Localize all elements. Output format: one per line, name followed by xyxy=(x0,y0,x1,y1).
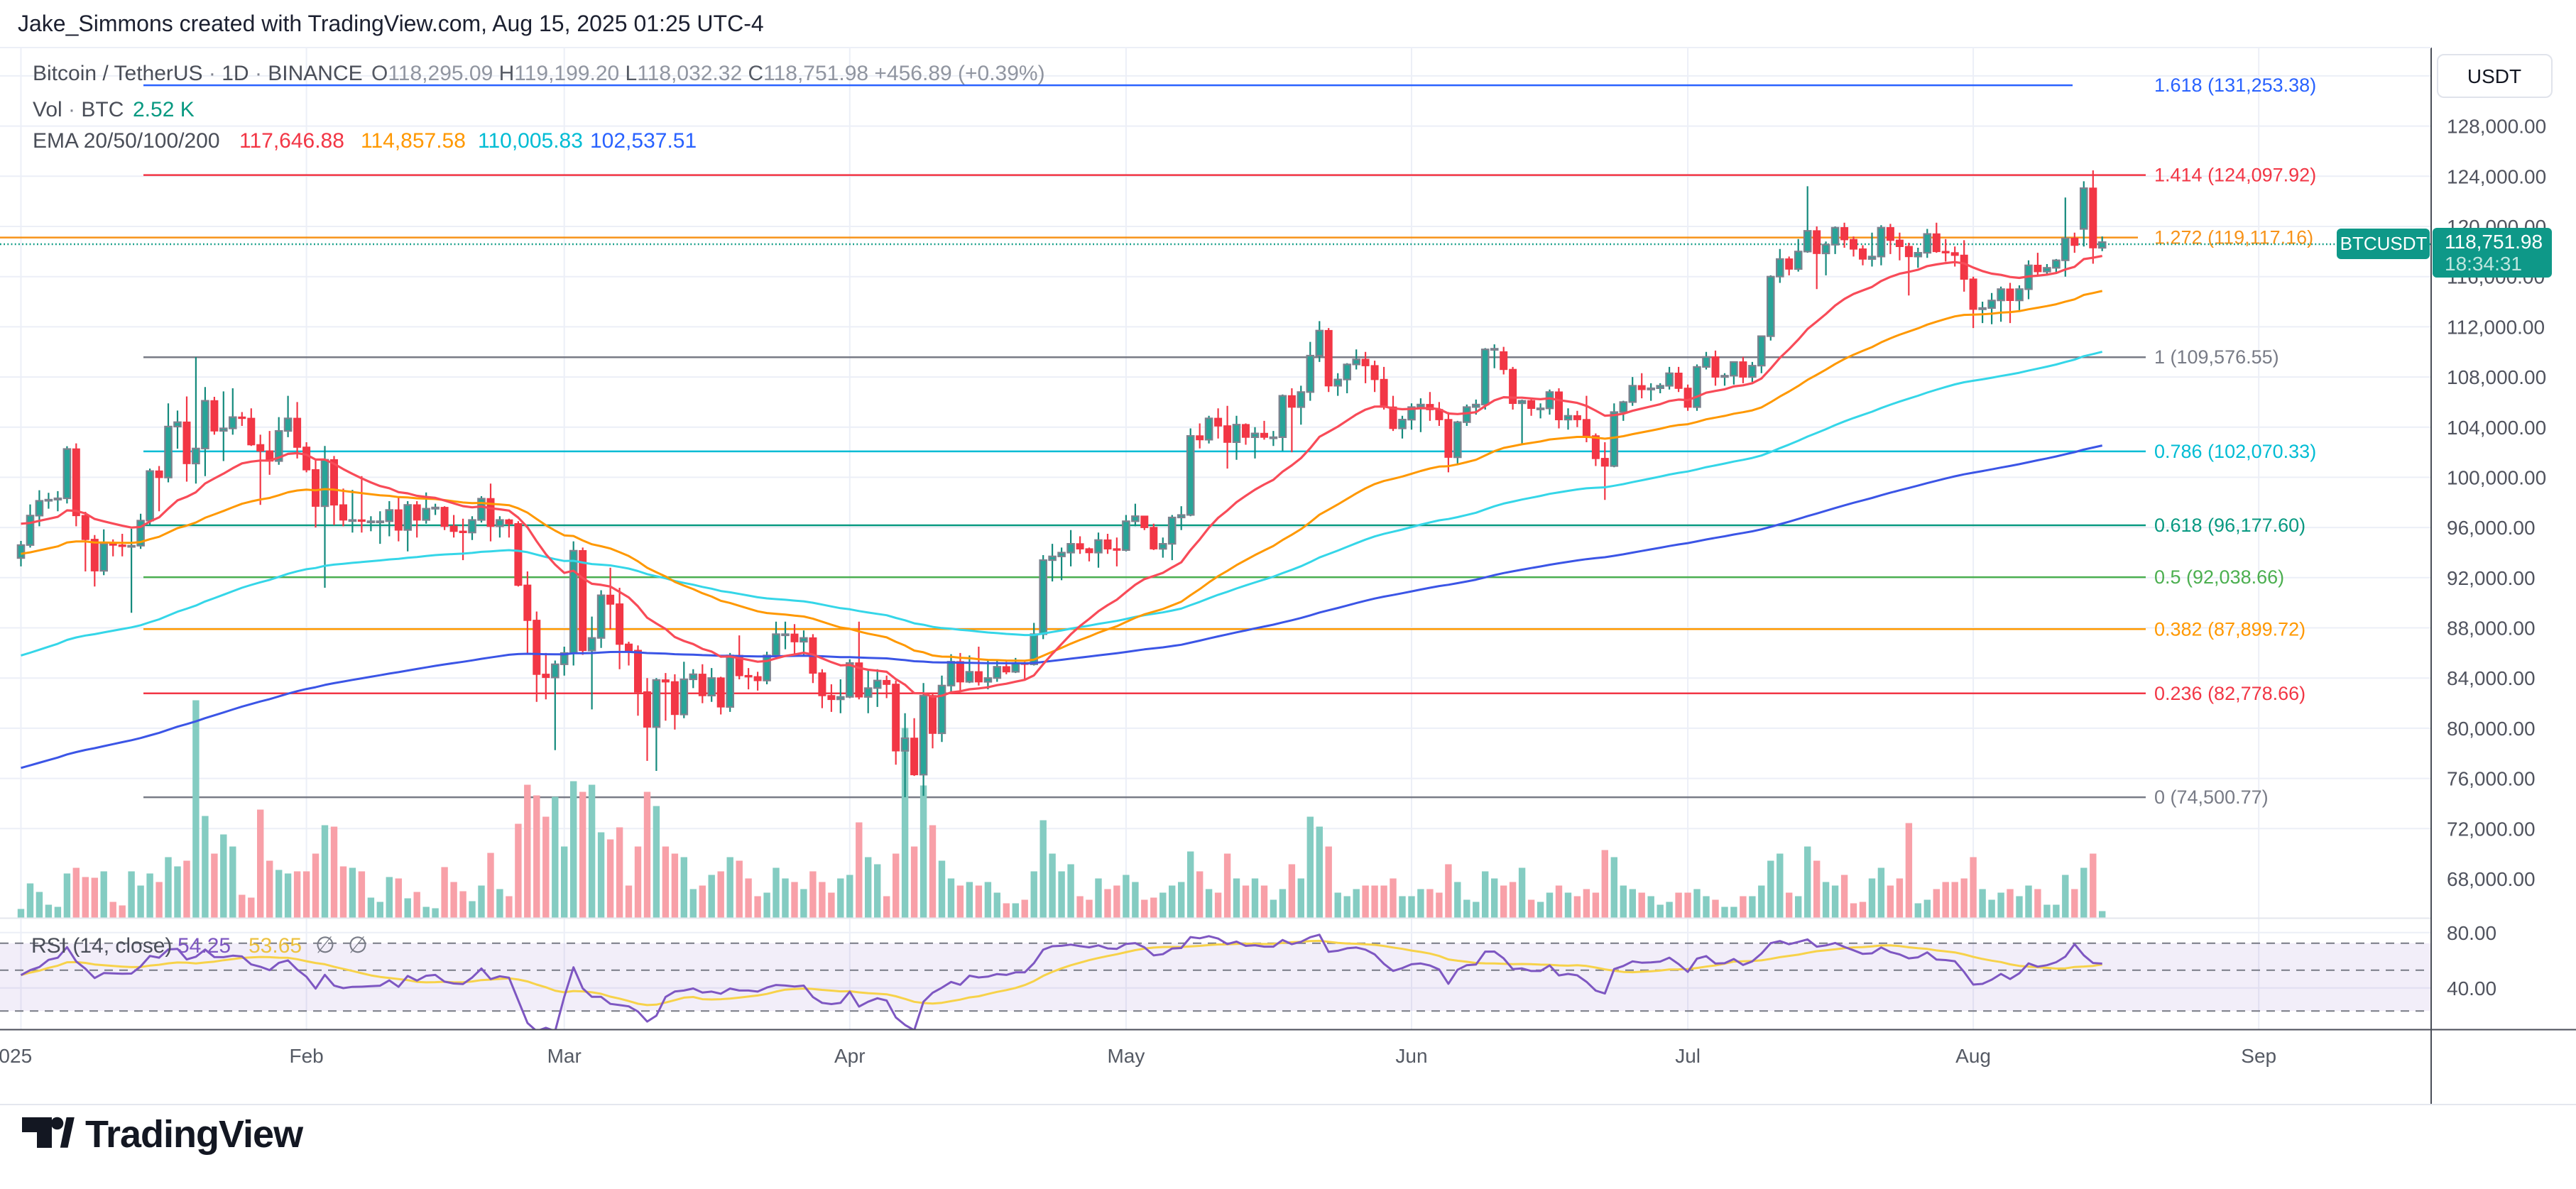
svg-text:0.618 (96,177.60): 0.618 (96,177.60) xyxy=(2154,515,2305,536)
svg-text:92,000.00: 92,000.00 xyxy=(2447,567,2536,589)
svg-text:Mar: Mar xyxy=(547,1045,582,1067)
svg-text:53.65: 53.65 xyxy=(249,934,302,958)
svg-text:Sep: Sep xyxy=(2241,1045,2276,1067)
svg-text:Vol · BTC: Vol · BTC xyxy=(33,98,124,121)
svg-text:110,005.83: 110,005.83 xyxy=(478,129,583,153)
svg-text:68,000.00: 68,000.00 xyxy=(2447,868,2536,890)
svg-text:114,857.58: 114,857.58 xyxy=(361,129,466,153)
svg-text:0.786 (102,070.33): 0.786 (102,070.33) xyxy=(2154,441,2316,462)
svg-text:118,751.98: 118,751.98 xyxy=(2445,231,2543,253)
svg-text:76,000.00: 76,000.00 xyxy=(2447,768,2536,790)
svg-text:102,537.51: 102,537.51 xyxy=(590,129,697,153)
svg-text:54.25: 54.25 xyxy=(178,934,231,958)
svg-text:80,000.00: 80,000.00 xyxy=(2447,718,2536,740)
svg-text:2025: 2025 xyxy=(0,1045,32,1067)
svg-text:124,000.00: 124,000.00 xyxy=(2447,165,2546,187)
svg-text:Bitcoin / TetherUS · 1D · BINA: Bitcoin / TetherUS · 1D · BINANCE xyxy=(33,62,363,85)
svg-text:RSI (14, close): RSI (14, close) xyxy=(31,934,172,958)
svg-text:117,646.88: 117,646.88 xyxy=(239,129,344,153)
svg-text:0 (74,500.77): 0 (74,500.77) xyxy=(2154,787,2269,808)
svg-text:Apr: Apr xyxy=(834,1045,866,1067)
svg-text:104,000.00: 104,000.00 xyxy=(2447,417,2546,439)
svg-text:BTCUSDT: BTCUSDT xyxy=(2340,233,2428,254)
svg-text:May: May xyxy=(1107,1045,1145,1067)
svg-text:112,000.00: 112,000.00 xyxy=(2447,316,2545,338)
svg-text:∅: ∅ xyxy=(315,932,335,958)
svg-text:84,000.00: 84,000.00 xyxy=(2447,667,2536,689)
svg-text:72,000.00: 72,000.00 xyxy=(2447,818,2536,840)
svg-text:0.382 (87,899.72): 0.382 (87,899.72) xyxy=(2154,618,2305,640)
svg-text:Feb: Feb xyxy=(289,1045,323,1067)
svg-text:2.52 K: 2.52 K xyxy=(133,98,195,121)
svg-text:TradingView: TradingView xyxy=(85,1113,304,1156)
svg-text:40.00: 40.00 xyxy=(2447,977,2496,999)
svg-text:18:34:31: 18:34:31 xyxy=(2445,253,2522,275)
svg-text:0.236 (82,778.66): 0.236 (82,778.66) xyxy=(2154,683,2305,704)
svg-text:Aug: Aug xyxy=(1955,1045,1991,1067)
svg-text:100,000.00: 100,000.00 xyxy=(2447,466,2546,488)
svg-text:80.00: 80.00 xyxy=(2447,922,2496,944)
svg-text:0.5 (92,038.66): 0.5 (92,038.66) xyxy=(2154,566,2284,588)
svg-text:128,000.00: 128,000.00 xyxy=(2447,116,2546,138)
svg-text:1.414 (124,097.92): 1.414 (124,097.92) xyxy=(2154,165,2316,186)
svg-text:USDT: USDT xyxy=(2467,65,2521,87)
svg-text:Jun: Jun xyxy=(1395,1045,1427,1067)
svg-text:88,000.00: 88,000.00 xyxy=(2447,618,2536,640)
svg-text:EMA 20/50/100/200: EMA 20/50/100/200 xyxy=(33,129,220,153)
svg-text:Jake_Simmons created with Trad: Jake_Simmons created with TradingView.co… xyxy=(18,11,764,36)
svg-text:96,000.00: 96,000.00 xyxy=(2447,517,2536,539)
svg-text:1 (109,576.55): 1 (109,576.55) xyxy=(2154,346,2279,368)
svg-text:∅: ∅ xyxy=(348,932,368,958)
svg-text:1.618 (131,253.38): 1.618 (131,253.38) xyxy=(2154,75,2316,96)
svg-text:Jul: Jul xyxy=(1675,1045,1701,1067)
svg-text:O118,295.09 H119,199.20 L118: O118,295.09 H119,199.20 L118,032.32 C118… xyxy=(371,62,1045,85)
svg-text:108,000.00: 108,000.00 xyxy=(2447,366,2546,388)
